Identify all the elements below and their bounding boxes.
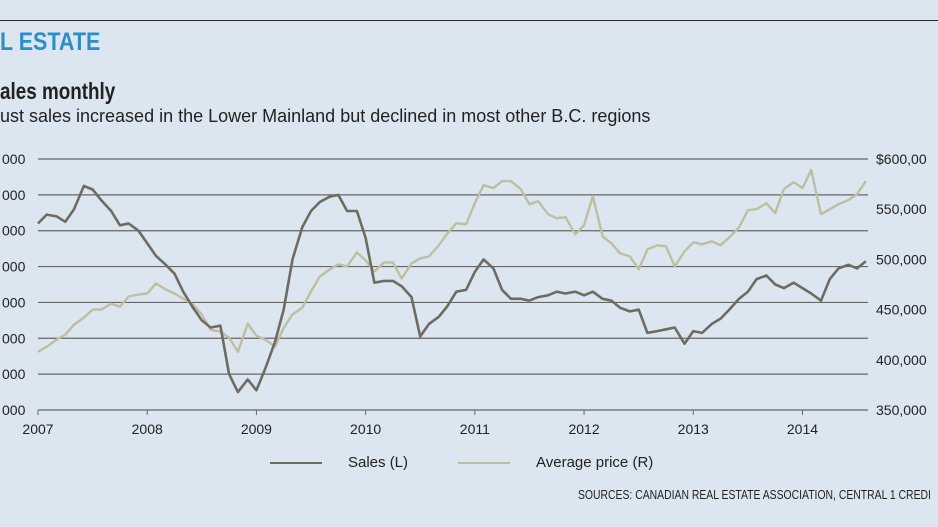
- source-note: SOURCES: CANADIAN REAL ESTATE ASSOCIATIO…: [578, 487, 931, 502]
- right-tick-label: $600,00: [876, 151, 927, 167]
- left-tick-label: 000: [2, 151, 26, 167]
- x-tick-label: 2007: [22, 421, 53, 437]
- legend-swatch-price: [458, 461, 510, 464]
- legend-label-price: Average price (R): [536, 454, 654, 471]
- chart-title: ales monthly: [0, 78, 116, 104]
- x-axis-ticks: 2007 2008 2009 2010 2011 2012 2013 2014: [22, 410, 818, 437]
- average-price-line: [37, 168, 867, 353]
- left-tick-label: 000: [2, 294, 26, 310]
- right-tick-label: 450,000: [876, 302, 927, 318]
- header-rule: [0, 20, 938, 21]
- x-tick-label: 2013: [678, 421, 709, 437]
- x-tick-label: 2012: [568, 421, 599, 437]
- chart-subtitle: ust sales increased in the Lower Mainlan…: [0, 106, 651, 126]
- series-lines: [37, 168, 867, 394]
- x-tick-label: 2008: [132, 421, 163, 437]
- legend-item-price: Average price (R): [458, 454, 653, 471]
- left-tick-label: 000: [2, 330, 26, 346]
- legend-item-sales: Sales (L): [270, 454, 408, 471]
- right-axis-ticks: $600,00 550,000 500,000 450,000 400,000 350,0…: [876, 151, 927, 418]
- right-tick-label: 400,000: [876, 352, 927, 368]
- gridlines: [38, 158, 868, 411]
- x-tick-label: 2009: [241, 421, 272, 437]
- right-tick-label: 500,000: [876, 251, 927, 267]
- left-tick-label: 000: [2, 259, 26, 275]
- x-tick-label: 2010: [350, 421, 381, 437]
- right-tick-label: 550,000: [876, 201, 927, 217]
- legend-swatch-sales: [270, 461, 322, 464]
- right-tick-label: 350,000: [876, 402, 927, 418]
- left-tick-label: 000: [2, 223, 26, 239]
- left-tick-label: 000: [2, 187, 26, 203]
- x-tick-label: 2011: [460, 421, 490, 437]
- section-label: L ESTATE: [0, 28, 101, 56]
- legend-label-sales: Sales (L): [348, 454, 409, 471]
- x-tick-label: 2014: [787, 421, 818, 437]
- left-tick-label: 000: [2, 402, 26, 418]
- left-tick-label: 000: [2, 366, 26, 382]
- sales-line: [37, 184, 867, 394]
- left-axis-ticks: 000 000 000 000 000 000 000 000: [2, 151, 26, 418]
